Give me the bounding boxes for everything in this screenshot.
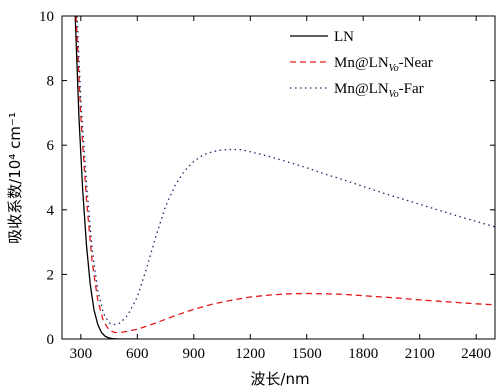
x-tick-label: 900 [183,346,206,362]
x-ticks: 300 600 900 1200 1500 1800 2100 2400 [70,16,491,362]
x-tick-label: 1200 [235,346,265,362]
y-tick-label: 8 [47,74,55,90]
legend-label-0: LN [334,29,354,45]
y-axis-label: 吸收系数/10⁴ cm⁻¹ [6,112,24,244]
x-tick-label: 2400 [461,346,491,362]
legend-label-2: Mn@LNVo-Far [334,81,424,100]
x-tick-label: 1500 [292,346,322,362]
y-ticks: 0 2 4 6 8 10 [39,9,495,348]
x-tick-label: 2100 [405,346,435,362]
y-tick-label: 6 [47,138,55,154]
y-tick-label: 2 [47,267,55,283]
series-line-1 [75,16,495,334]
legend-label-1: Mn@LNVo-Near [334,55,433,74]
x-tick-label: 1800 [348,346,378,362]
y-tick-label: 0 [47,332,55,348]
x-axis-label: 波长/nm [250,370,309,388]
x-tick-label: 600 [126,346,149,362]
y-tick-label: 10 [39,9,54,25]
x-tick-label: 300 [70,346,93,362]
legend: LN Mn@LNVo-Near Mn@LNVo-Far [290,29,433,100]
plot-frame [61,15,496,340]
y-tick-label: 4 [47,203,55,219]
